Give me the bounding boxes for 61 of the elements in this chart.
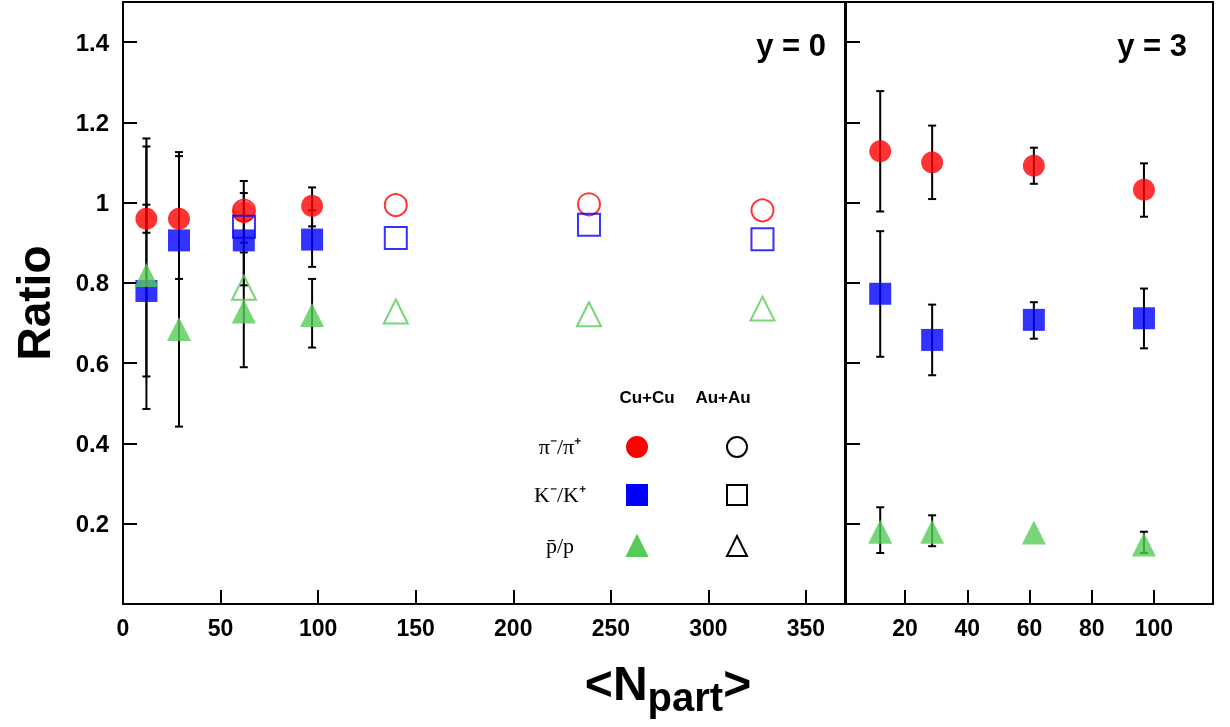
point <box>921 151 944 174</box>
point <box>383 193 408 218</box>
point <box>749 295 776 322</box>
point <box>135 207 158 230</box>
annotation: y = 3 <box>1117 28 1187 64</box>
point <box>300 303 325 328</box>
x-tick-label: 250 <box>591 614 631 641</box>
y-tick-label: 1.4 <box>75 28 110 56</box>
x-tick-label: 200 <box>494 614 533 641</box>
point <box>1131 532 1156 557</box>
point <box>575 301 602 328</box>
y-tick-label: 0.4 <box>75 429 110 457</box>
point <box>1132 178 1155 201</box>
x-tick-label: 0 <box>116 614 130 641</box>
point <box>1022 154 1045 177</box>
x-tick-label: 60 <box>1016 614 1043 641</box>
point <box>134 262 159 287</box>
x-tick-label: 350 <box>786 614 826 641</box>
point <box>1021 520 1046 545</box>
y-tick-label: 1.2 <box>75 108 109 136</box>
x-tick-label: 80 <box>1078 614 1105 641</box>
x-tick-label: 300 <box>689 614 728 641</box>
y-tick-label: 0.6 <box>75 349 109 377</box>
y-tick-label: 1 <box>95 189 109 217</box>
point <box>383 225 408 250</box>
annotation: y = 0 <box>756 28 826 64</box>
point <box>868 519 893 544</box>
point <box>750 227 775 252</box>
point <box>920 519 945 544</box>
point <box>921 328 944 351</box>
x-tick-label: 150 <box>396 614 435 641</box>
point <box>750 198 775 223</box>
point <box>301 194 324 217</box>
point <box>168 207 190 230</box>
point <box>869 140 892 163</box>
y-tick-label: 0.2 <box>75 510 109 538</box>
x-tick-label: 100 <box>1134 614 1174 641</box>
annotation: p̄/p <box>545 533 575 558</box>
point <box>167 317 191 342</box>
point <box>1132 307 1155 330</box>
x-tick-label: 50 <box>207 614 234 641</box>
y-axis-title: Ratio <box>7 245 61 361</box>
point <box>301 228 324 251</box>
point <box>231 214 256 239</box>
point <box>230 274 257 301</box>
point <box>231 299 256 324</box>
annotation: Au+Au <box>695 388 751 408</box>
x-tick-label: 20 <box>892 614 918 641</box>
annotation: Cu+Cu <box>619 388 675 408</box>
annotation: π⁻/π⁺ <box>538 434 582 459</box>
point <box>577 192 601 217</box>
x-axis-title: <N$_{part}$> <box>584 656 752 720</box>
point <box>1022 308 1045 331</box>
point <box>576 212 601 237</box>
y-tick-label: 0.8 <box>75 269 109 297</box>
point <box>869 282 892 305</box>
annotation: K⁻/K⁺ <box>534 482 586 507</box>
x-tick-label: 40 <box>954 614 981 641</box>
x-tick-label: 100 <box>298 614 338 641</box>
point <box>168 229 190 252</box>
point <box>382 298 409 325</box>
